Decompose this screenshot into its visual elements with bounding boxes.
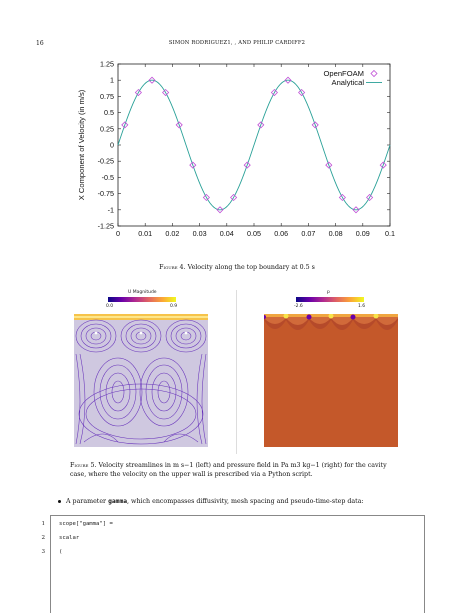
figure-5-caption: Figure 5. Velocity streamlines in m s−1 … <box>70 462 400 479</box>
code-line-text: ( <box>59 549 63 555</box>
openfoam-point <box>311 121 319 129</box>
right-colorbar <box>296 297 364 302</box>
y-tick-label: 1.25 <box>100 60 114 69</box>
page-number: 16 <box>36 40 44 47</box>
openfoam-point <box>230 193 238 202</box>
openfoam-point <box>189 161 197 169</box>
streamlines-image <box>74 314 208 447</box>
openfoam-point <box>284 76 292 84</box>
openfoam-point <box>257 121 265 129</box>
figure-5-label: Figure 5. <box>70 462 97 469</box>
openfoam-point <box>270 88 278 97</box>
code-line-text: scope["gamma"] = <box>59 521 113 527</box>
x-tick-label: 0.03 <box>193 229 207 238</box>
openfoam-point <box>121 121 129 129</box>
code-line-number: 2 <box>41 535 45 541</box>
openfoam-point <box>175 121 183 129</box>
figure-4-text: Velocity along the top boundary at 0.5 s <box>187 264 315 271</box>
openfoam-point <box>134 88 142 97</box>
figure-4-label: Figure 4. <box>159 264 186 271</box>
code-block-right-border <box>424 515 425 613</box>
openfoam-point <box>298 88 306 97</box>
bullet-keyword: gamma <box>108 498 128 505</box>
y-tick-label: -1.25 <box>98 222 114 231</box>
openfoam-point <box>352 206 360 214</box>
left-colorbar-min: 0.0 <box>106 304 114 309</box>
x-tick-label: 0.07 <box>301 229 315 238</box>
velocity-streamlines-plot <box>74 314 208 447</box>
legend-openfoam-marker <box>370 69 378 78</box>
openfoam-point <box>202 193 210 202</box>
y-tick-label: -0.25 <box>98 157 114 166</box>
x-tick-label: 0.01 <box>138 229 152 238</box>
y-tick-label: 0.25 <box>100 124 114 133</box>
legend-analytical-label: Analytical <box>332 78 365 87</box>
y-tick-label: -0.5 <box>102 173 114 182</box>
panel-divider <box>236 290 237 454</box>
bullet-prefix: A parameter <box>66 498 109 505</box>
pressure-field-plot <box>264 314 398 447</box>
x-tick-label: 0.05 <box>247 229 261 238</box>
legend-openfoam-label: OpenFOAM <box>323 69 364 78</box>
openfoam-point <box>162 88 170 97</box>
openfoam-point <box>366 193 374 202</box>
y-axis-label: X Component of Velocity (in m/s) <box>77 89 86 200</box>
x-tick-label: 0.1 <box>385 229 395 238</box>
parameter-bullet: A parameter gamma, which encompasses dif… <box>58 498 438 505</box>
left-colorbar <box>108 297 176 302</box>
y-tick-label: 0 <box>110 141 114 150</box>
right-colorbar-title: p <box>327 290 330 295</box>
bullet-dot <box>58 500 61 503</box>
y-tick-label: 0.75 <box>100 92 114 101</box>
bullet-suffix: , which encompasses diffusivity, mesh sp… <box>127 498 364 505</box>
figure-4-caption: Figure 4. Velocity along the top boundar… <box>0 264 474 271</box>
code-line-number: 1 <box>41 521 45 527</box>
code-block: 1 scope["gamma"] = 2 scalar 3 ( <box>41 515 425 613</box>
openfoam-point <box>338 193 346 202</box>
figure-5-text: Velocity streamlines in m s−1 (left) and… <box>70 462 387 478</box>
openfoam-point <box>216 206 224 214</box>
x-axis-label: X Coordinate (in m) <box>221 241 287 242</box>
x-tick-label: 0.09 <box>356 229 370 238</box>
x-tick-label: 0.04 <box>220 229 234 238</box>
right-colorbar-min: -2.6 <box>294 304 303 309</box>
pressure-image <box>264 314 398 447</box>
x-tick-label: 0.08 <box>329 229 343 238</box>
running-header: SIMON RODRIGUEZ1, , AND PHILIP CARDIFF2 <box>168 40 306 46</box>
y-tick-label: 1 <box>110 76 114 85</box>
x-tick-label: 0 <box>116 229 120 238</box>
openfoam-point <box>148 76 156 84</box>
left-colorbar-max: 0.9 <box>170 304 178 309</box>
right-colorbar-max: 1.6 <box>358 304 366 309</box>
y-tick-label: 0.5 <box>104 108 114 117</box>
openfoam-point <box>379 161 387 169</box>
code-line-text: scalar <box>59 535 80 541</box>
openfoam-point <box>325 161 333 169</box>
x-tick-label: 0.06 <box>274 229 288 238</box>
velocity-chart: 0 0.01 0.02 0.03 0.04 0.05 0.06 0.07 0.08 0.09 0.1… <box>77 60 395 243</box>
analytical-line <box>117 79 391 211</box>
code-line-number: 3 <box>41 549 45 555</box>
y-tick-label: -1 <box>108 205 114 214</box>
x-tick-label: 0.02 <box>165 229 179 238</box>
code-block-top-border <box>50 515 424 516</box>
left-colorbar-title: U Magnitude <box>128 290 157 295</box>
y-tick-label: -0.75 <box>98 189 114 198</box>
openfoam-point <box>243 161 251 169</box>
